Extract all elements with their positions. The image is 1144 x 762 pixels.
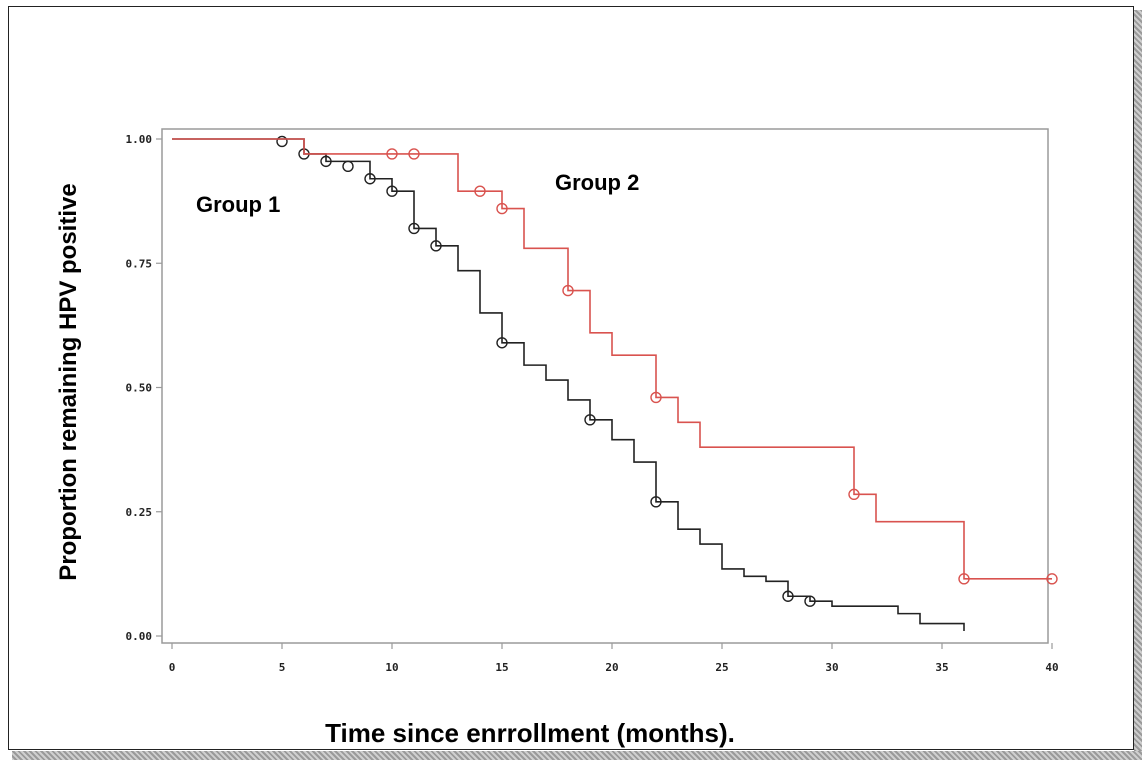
y-axis-title: Proportion remaining HPV positive: [55, 183, 82, 580]
y-tick-label: 0.00: [126, 630, 153, 643]
x-tick-label: 35: [935, 661, 948, 674]
censor-mark: [782, 590, 794, 602]
frame-shadow-right: [1134, 10, 1142, 754]
censor-mark: [496, 337, 508, 349]
censor-mark: [1046, 573, 1058, 585]
censor-mark: [386, 185, 398, 197]
x-axis: 0 5 10 15 20 25 30 35 40: [169, 643, 1059, 674]
y-tick-label: 0.50: [126, 382, 153, 395]
series-2-step-line: [172, 138, 1052, 580]
series-layer: [172, 135, 1058, 632]
censor-mark: [364, 173, 376, 185]
censor-mark: [474, 185, 486, 197]
censor-mark: [584, 414, 596, 426]
x-tick-label: 40: [1045, 661, 1058, 674]
censor-mark: [650, 391, 662, 404]
group-1-label: Group 1: [196, 192, 280, 217]
censor-mark: [848, 488, 860, 501]
frame-shadow-bottom: [12, 751, 1142, 760]
x-tick-label: 5: [279, 661, 286, 674]
censor-mark: [342, 160, 354, 173]
x-axis-title: Time since enrrollment (months).: [325, 718, 735, 748]
group-2-label: Group 2: [555, 170, 639, 195]
x-tick-label: 30: [825, 661, 838, 674]
y-tick-label: 1.00: [126, 133, 153, 146]
censor-mark: [276, 135, 288, 148]
y-tick-label: 0.25: [126, 506, 153, 519]
censor-mark: [386, 148, 398, 160]
censor-mark: [650, 496, 662, 508]
censor-mark: [496, 202, 508, 215]
censor-mark: [562, 284, 574, 297]
x-tick-label: 15: [495, 661, 508, 674]
censor-mark: [320, 155, 332, 168]
plot-area: [161, 128, 1049, 644]
y-tick-label: 0.75: [126, 257, 153, 270]
censor-mark: [408, 222, 420, 235]
x-tick-label: 20: [605, 661, 618, 674]
y-axis: 0.00 0.25 0.50 0.75 1.00: [126, 133, 162, 643]
censor-mark: [408, 148, 420, 160]
series-2: [172, 138, 1058, 585]
censor-mark: [430, 240, 442, 252]
censor-mark: [958, 573, 970, 585]
x-tick-label: 25: [715, 661, 728, 674]
x-tick-label: 0: [169, 661, 176, 674]
censor-mark: [804, 595, 816, 607]
x-tick-label: 10: [385, 661, 398, 674]
